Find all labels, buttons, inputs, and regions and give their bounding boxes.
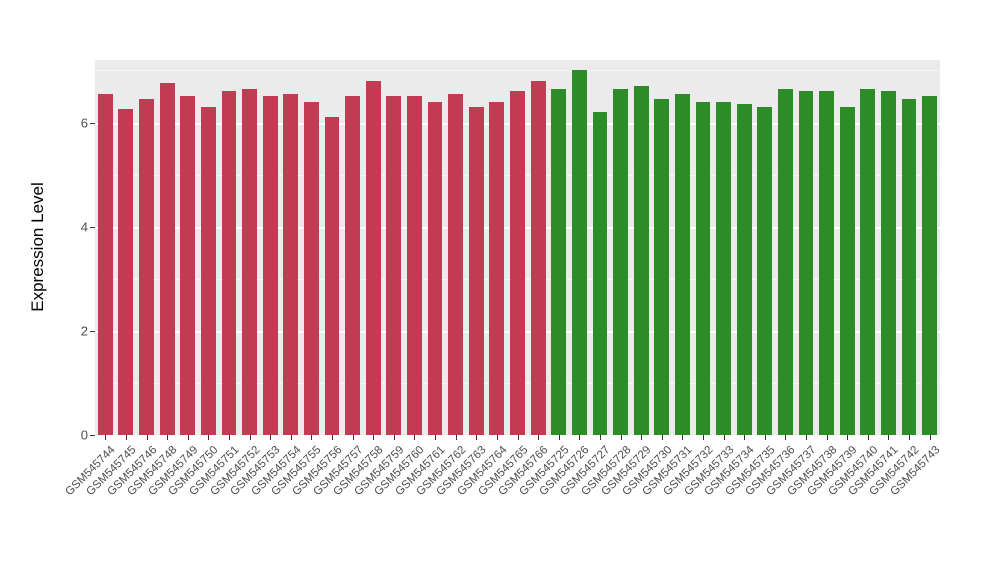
bar-GSM545766	[530, 80, 546, 435]
x-tick-mark	[909, 435, 911, 440]
bar-GSM545750	[200, 106, 216, 435]
y-tick-mark	[90, 122, 95, 124]
bar-GSM545754	[283, 93, 299, 435]
x-tick-mark	[558, 435, 560, 440]
bar-GSM545737	[798, 91, 814, 435]
bar-GSM545759	[386, 96, 402, 435]
y-tick-label: 4	[80, 219, 88, 235]
bar-GSM545738	[819, 91, 835, 435]
y-tick-mark	[90, 435, 95, 436]
bar-GSM545739	[839, 106, 855, 435]
bar-GSM545742	[901, 99, 917, 435]
bar-GSM545732	[695, 101, 711, 435]
bar-GSM545743	[922, 96, 938, 435]
x-tick-mark	[744, 435, 746, 440]
bar-GSM545752	[242, 88, 257, 435]
bar-GSM545746	[139, 99, 154, 435]
y-axis-title: Expression Level	[28, 182, 47, 312]
x-tick-mark	[682, 435, 684, 440]
x-tick-mark	[826, 435, 828, 440]
x-tick-mark	[373, 435, 375, 440]
x-tick-mark	[208, 435, 210, 440]
x-tick-mark	[538, 435, 540, 440]
x-tick-mark	[620, 435, 622, 440]
bar-GSM545725	[551, 88, 567, 435]
bar-GSM545751	[221, 91, 237, 435]
bar-GSM545736	[778, 88, 793, 435]
bar-GSM545763	[468, 106, 484, 435]
y-tick-mark	[90, 330, 95, 332]
bar-GSM545765	[510, 91, 525, 435]
x-tick-mark	[517, 435, 519, 440]
bar-GSM545758	[365, 80, 381, 435]
x-tick-mark	[125, 435, 127, 440]
x-tick-mark	[167, 435, 169, 440]
bar-GSM545741	[881, 91, 896, 435]
bar-GSM545729	[633, 86, 649, 435]
bar-GSM545734	[736, 104, 752, 435]
x-tick-mark	[249, 435, 251, 440]
bar-GSM545756	[324, 117, 340, 435]
x-tick-mark	[496, 435, 498, 440]
x-tick-mark	[806, 435, 808, 440]
x-tick-mark	[105, 435, 107, 440]
x-tick-mark	[187, 435, 189, 440]
x-tick-mark	[847, 435, 849, 440]
bar-GSM545760	[407, 96, 422, 435]
x-tick-mark	[228, 435, 230, 440]
bar-GSM545764	[489, 101, 505, 435]
minor-gridline	[95, 70, 940, 72]
y-tick-label: 6	[80, 115, 88, 130]
x-tick-mark	[393, 435, 395, 440]
x-tick-mark	[661, 435, 663, 440]
y-tick-mark	[90, 226, 95, 228]
bar-GSM545745	[118, 109, 134, 435]
bar-GSM545748	[159, 83, 175, 435]
x-tick-mark	[270, 435, 272, 440]
bar-GSM545757	[345, 96, 361, 435]
x-tick-mark	[579, 435, 581, 440]
y-tick-label: 0	[80, 427, 88, 443]
x-tick-mark	[867, 435, 869, 440]
x-tick-mark	[702, 435, 704, 440]
x-tick-mark	[435, 435, 437, 440]
x-tick-mark	[311, 435, 313, 440]
x-tick-mark	[146, 435, 148, 440]
x-tick-mark	[641, 435, 643, 440]
bar-GSM545740	[860, 88, 876, 435]
x-tick-mark	[352, 435, 354, 440]
bar-GSM545733	[716, 101, 731, 435]
x-tick-mark	[888, 435, 890, 440]
x-tick-mark	[476, 435, 478, 440]
bar-GSM545727	[592, 112, 608, 435]
bar-GSM545726	[571, 70, 587, 435]
x-tick-mark	[414, 435, 416, 440]
x-tick-mark	[455, 435, 457, 440]
bar-GSM545735	[757, 106, 773, 435]
x-tick-mark	[929, 435, 931, 440]
bar-GSM545762	[448, 93, 464, 435]
x-tick-mark	[723, 435, 725, 440]
bar-GSM545744	[97, 93, 113, 435]
x-tick-mark	[290, 435, 292, 440]
bar-GSM545753	[262, 96, 278, 435]
x-tick-mark	[785, 435, 787, 440]
bar-GSM545731	[674, 93, 690, 435]
bar-GSM545728	[613, 88, 628, 435]
bar-GSM545761	[427, 101, 443, 435]
x-tick-mark	[599, 435, 601, 440]
plot-area	[95, 60, 940, 437]
bar-GSM545749	[180, 96, 196, 435]
bar-GSM545730	[654, 99, 670, 435]
x-tick-mark	[764, 435, 766, 440]
x-tick-mark	[332, 435, 333, 440]
bar-GSM545755	[303, 101, 319, 435]
y-tick-label: 2	[80, 323, 88, 339]
